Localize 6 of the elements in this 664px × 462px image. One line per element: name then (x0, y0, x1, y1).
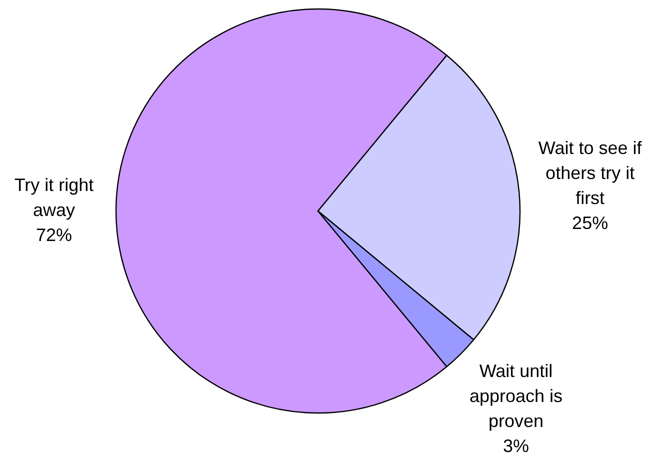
data-label: 72% (36, 225, 72, 245)
data-label: 3% (502, 436, 529, 456)
slice-label: Try it right away (14, 175, 94, 220)
slice-label: Wait to see if others try it first (538, 138, 643, 208)
data-label: 25% (572, 213, 608, 234)
slice-label: Wait until approach is proven (469, 360, 563, 431)
